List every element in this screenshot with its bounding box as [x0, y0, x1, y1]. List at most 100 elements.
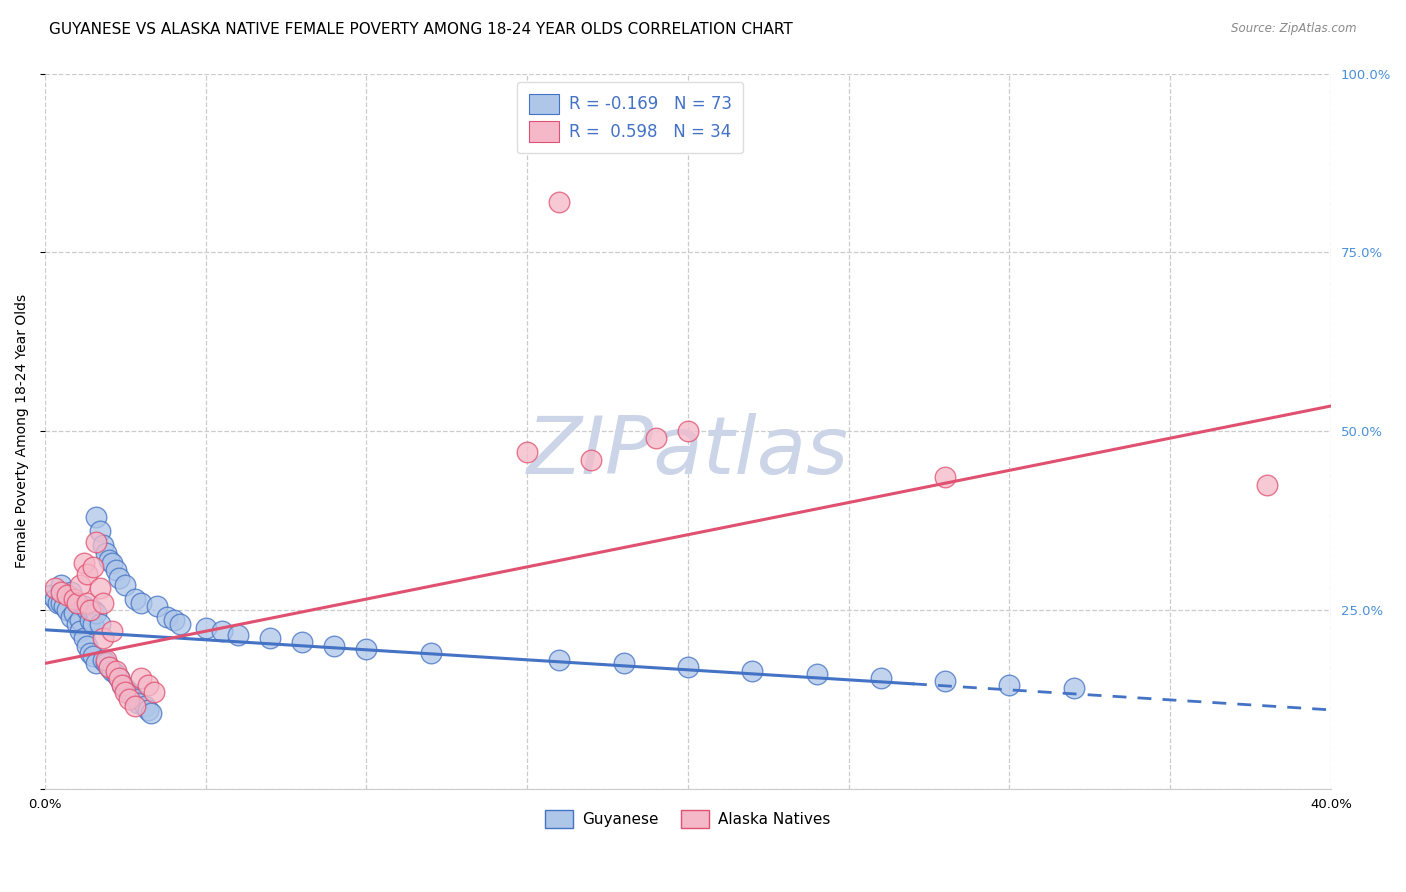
- Point: [741, 664, 763, 678]
- Point: [548, 195, 571, 210]
- Point: [89, 582, 111, 596]
- Point: [146, 599, 169, 614]
- Point: [72, 632, 94, 646]
- Point: [104, 564, 127, 578]
- Point: [98, 660, 121, 674]
- Point: [114, 681, 136, 696]
- Point: [136, 703, 159, 717]
- Point: [79, 646, 101, 660]
- Point: [131, 596, 153, 610]
- Point: [998, 678, 1021, 692]
- Point: [72, 557, 94, 571]
- Point: [89, 617, 111, 632]
- Point: [69, 624, 91, 639]
- Point: [82, 603, 104, 617]
- Point: [56, 603, 79, 617]
- Point: [66, 617, 89, 632]
- Point: [94, 657, 117, 671]
- Point: [127, 696, 149, 710]
- Point: [676, 424, 699, 438]
- Point: [76, 639, 98, 653]
- Point: [143, 685, 166, 699]
- Point: [82, 560, 104, 574]
- Point: [66, 596, 89, 610]
- Point: [69, 614, 91, 628]
- Point: [869, 671, 891, 685]
- Point: [49, 596, 72, 610]
- Point: [72, 599, 94, 614]
- Point: [89, 524, 111, 538]
- Point: [86, 509, 108, 524]
- Point: [291, 635, 314, 649]
- Point: [548, 653, 571, 667]
- Point: [76, 603, 98, 617]
- Point: [134, 699, 156, 714]
- Point: [66, 596, 89, 610]
- Point: [169, 617, 191, 632]
- Point: [934, 470, 956, 484]
- Point: [56, 589, 79, 603]
- Point: [44, 582, 66, 596]
- Legend: Guyanese, Alaska Natives: Guyanese, Alaska Natives: [540, 804, 837, 835]
- Point: [162, 614, 184, 628]
- Point: [101, 624, 124, 639]
- Point: [49, 578, 72, 592]
- Point: [516, 445, 538, 459]
- Point: [259, 632, 281, 646]
- Point: [46, 596, 69, 610]
- Point: [86, 534, 108, 549]
- Point: [91, 653, 114, 667]
- Point: [194, 621, 217, 635]
- Point: [644, 431, 666, 445]
- Point: [111, 678, 134, 692]
- Point: [356, 642, 378, 657]
- Point: [98, 552, 121, 566]
- Point: [94, 545, 117, 559]
- Point: [806, 667, 828, 681]
- Point: [581, 452, 603, 467]
- Point: [108, 571, 131, 585]
- Point: [121, 689, 143, 703]
- Point: [98, 660, 121, 674]
- Point: [117, 692, 139, 706]
- Point: [101, 557, 124, 571]
- Point: [63, 592, 86, 607]
- Point: [419, 646, 441, 660]
- Point: [91, 632, 114, 646]
- Point: [226, 628, 249, 642]
- Text: ZIPatlas: ZIPatlas: [527, 414, 849, 491]
- Point: [82, 617, 104, 632]
- Point: [136, 678, 159, 692]
- Point: [69, 578, 91, 592]
- Point: [131, 671, 153, 685]
- Point: [63, 607, 86, 621]
- Point: [59, 585, 82, 599]
- Point: [114, 685, 136, 699]
- Point: [1063, 681, 1085, 696]
- Point: [76, 596, 98, 610]
- Point: [124, 592, 146, 607]
- Point: [86, 607, 108, 621]
- Y-axis label: Female Poverty Among 18-24 Year Olds: Female Poverty Among 18-24 Year Olds: [15, 294, 30, 568]
- Point: [124, 699, 146, 714]
- Point: [91, 538, 114, 552]
- Point: [139, 706, 162, 721]
- Point: [117, 685, 139, 699]
- Point: [104, 667, 127, 681]
- Point: [59, 610, 82, 624]
- Point: [156, 610, 179, 624]
- Point: [108, 671, 131, 685]
- Point: [934, 674, 956, 689]
- Point: [211, 624, 233, 639]
- Point: [613, 657, 636, 671]
- Point: [76, 567, 98, 582]
- Point: [101, 664, 124, 678]
- Point: [1256, 477, 1278, 491]
- Point: [86, 657, 108, 671]
- Point: [108, 671, 131, 685]
- Point: [44, 592, 66, 607]
- Text: Source: ZipAtlas.com: Source: ZipAtlas.com: [1232, 22, 1357, 36]
- Point: [79, 603, 101, 617]
- Point: [82, 649, 104, 664]
- Point: [111, 678, 134, 692]
